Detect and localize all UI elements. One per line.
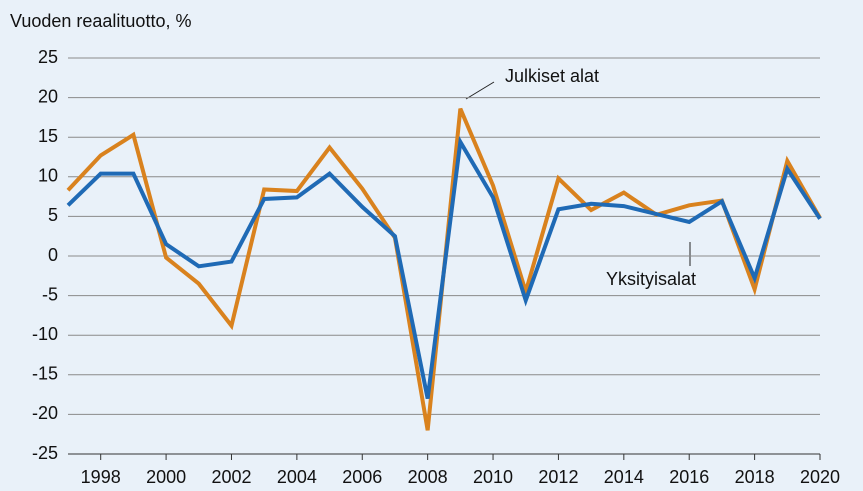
x-tick-label: 2006	[342, 467, 382, 487]
x-tick-label: 2018	[735, 467, 775, 487]
x-tick-label: 2012	[538, 467, 578, 487]
y-tick-label: -20	[32, 403, 58, 423]
y-tick-label: -5	[42, 284, 58, 304]
x-tick-label: 2002	[211, 467, 251, 487]
y-tick-label: -10	[32, 324, 58, 344]
x-tick-label: 2008	[408, 467, 448, 487]
y-tick-label: 25	[38, 47, 58, 67]
series-label: Julkiset alat	[505, 66, 599, 86]
y-tick-label: -15	[32, 364, 58, 384]
x-tick-label: 2000	[146, 467, 186, 487]
y-tick-label: 0	[48, 245, 58, 265]
series-label: Yksityisalat	[606, 269, 696, 289]
leader-line	[465, 81, 495, 100]
y-tick-label: 10	[38, 166, 58, 186]
x-tick-label: 1998	[81, 467, 121, 487]
x-tick-label: 2014	[604, 467, 644, 487]
x-tick-label: 2010	[473, 467, 513, 487]
chart-title: Vuoden reaalituotto, %	[10, 11, 191, 31]
x-tick-label: 2020	[800, 467, 840, 487]
x-tick-label: 2016	[669, 467, 709, 487]
line-series	[66, 135, 822, 399]
y-tick-label: 5	[48, 205, 58, 225]
y-tick-label: 20	[38, 86, 58, 106]
x-tick-label: 2004	[277, 467, 317, 487]
y-tick-label: 15	[38, 126, 58, 146]
y-tick-label: -25	[32, 443, 58, 463]
